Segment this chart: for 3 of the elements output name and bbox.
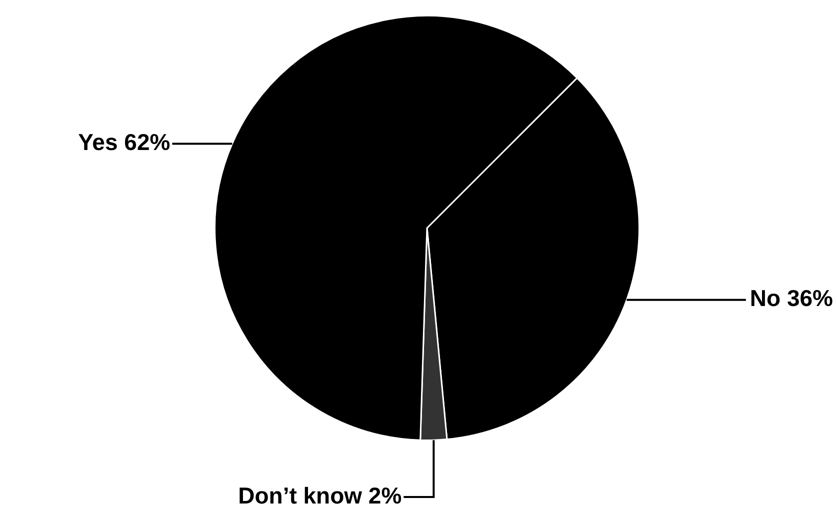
slice-label: Yes 62% [78,129,170,156]
slice-label: No 36% [750,285,834,312]
slice-label: Don’t know 2% [238,482,402,508]
